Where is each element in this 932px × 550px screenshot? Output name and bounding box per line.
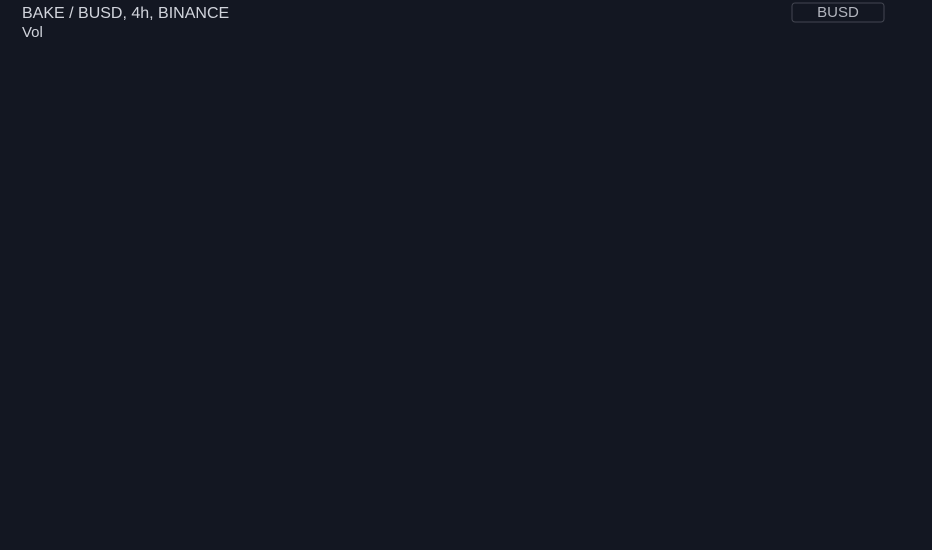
currency: BUSD bbox=[817, 4, 859, 21]
chart-title: BAKE / BUSD, 4h, BINANCE bbox=[22, 5, 229, 22]
volume-label: Vol bbox=[22, 24, 43, 41]
currency-badge bbox=[791, 2, 885, 23]
